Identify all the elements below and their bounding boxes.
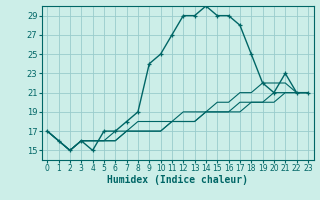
X-axis label: Humidex (Indice chaleur): Humidex (Indice chaleur) — [107, 175, 248, 185]
